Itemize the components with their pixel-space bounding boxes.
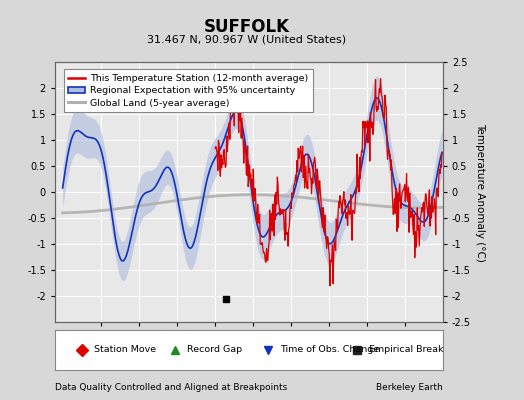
Text: Berkeley Earth: Berkeley Earth <box>376 383 443 392</box>
Y-axis label: Temperature Anomaly (°C): Temperature Anomaly (°C) <box>475 122 485 262</box>
Text: Empirical Break: Empirical Break <box>369 346 444 354</box>
Text: SUFFOLK: SUFFOLK <box>203 18 289 36</box>
Text: Station Move: Station Move <box>94 346 156 354</box>
Text: Data Quality Controlled and Aligned at Breakpoints: Data Quality Controlled and Aligned at B… <box>55 383 287 392</box>
Text: 31.467 N, 90.967 W (United States): 31.467 N, 90.967 W (United States) <box>147 34 346 44</box>
Legend: This Temperature Station (12-month average), Regional Expectation with 95% uncer: This Temperature Station (12-month avera… <box>63 69 313 112</box>
Text: Time of Obs. Change: Time of Obs. Change <box>280 346 379 354</box>
Text: Record Gap: Record Gap <box>187 346 242 354</box>
